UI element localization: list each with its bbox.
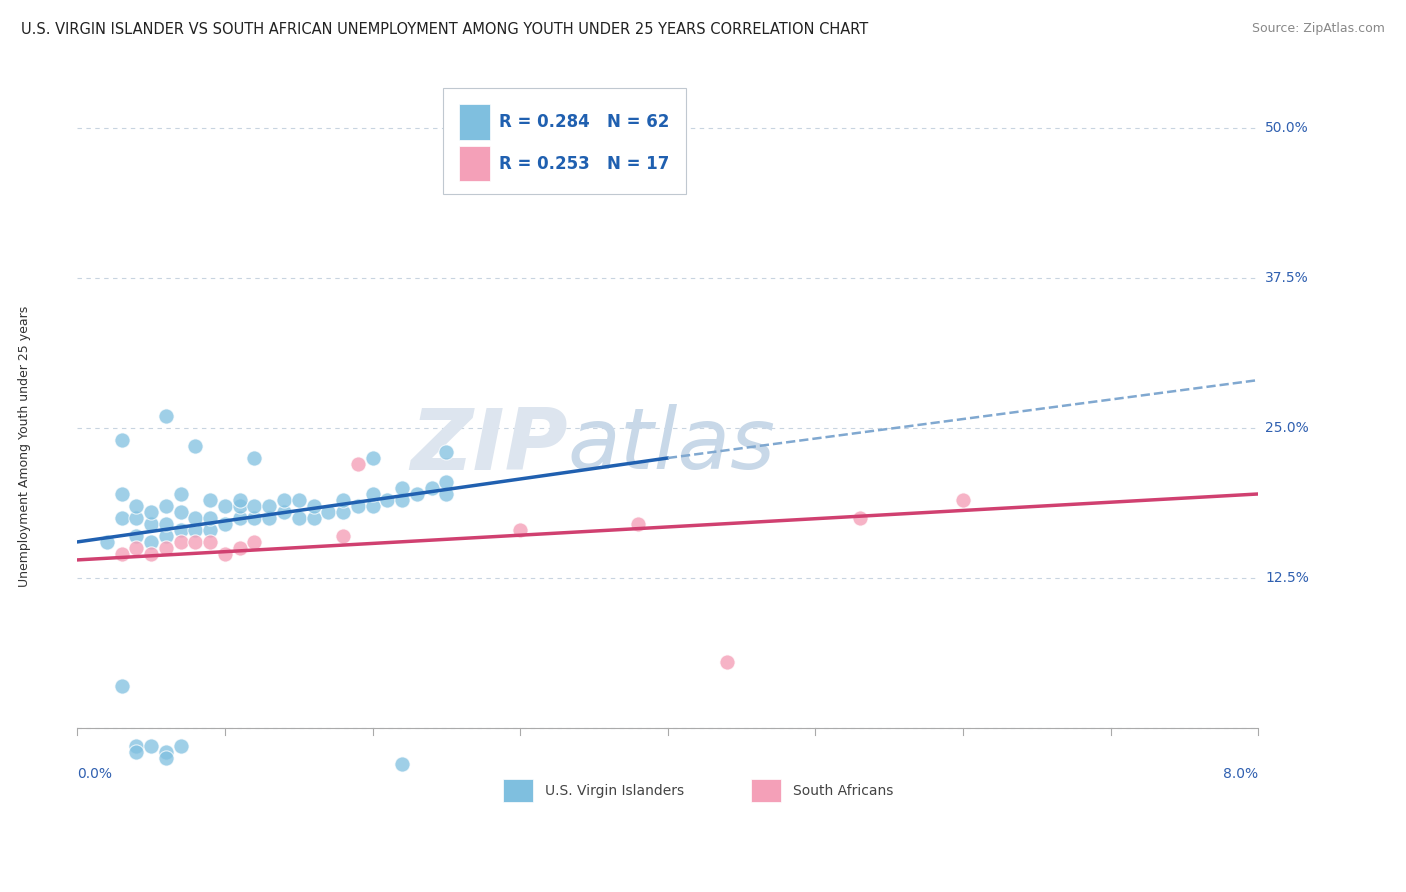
Point [184,535,207,549]
Point [96,535,118,549]
Point [125,739,148,753]
Point [228,511,252,525]
Point [391,756,413,771]
Point [420,481,443,495]
Text: R = 0.253   N = 17: R = 0.253 N = 17 [499,154,669,173]
Point [125,745,148,759]
Text: Source: ZipAtlas.com: Source: ZipAtlas.com [1251,22,1385,36]
Point [346,499,368,513]
FancyBboxPatch shape [458,104,489,139]
Point [200,492,222,507]
Point [332,529,354,543]
Point [259,511,281,525]
Point [111,511,132,525]
Point [111,487,132,501]
Point [141,739,163,753]
Point [509,523,531,537]
Point [391,492,413,507]
Point [288,511,311,525]
Point [125,499,148,513]
Point [200,535,222,549]
Text: 0.0%: 0.0% [77,766,112,780]
Point [155,541,177,555]
Text: 50.0%: 50.0% [1265,121,1309,136]
Point [228,541,252,555]
FancyBboxPatch shape [751,779,782,802]
Point [169,523,191,537]
Point [243,450,266,465]
Point [155,409,177,423]
Point [627,516,650,531]
Point [716,655,738,669]
Point [391,481,413,495]
Point [155,516,177,531]
Point [184,511,207,525]
Point [169,535,191,549]
Point [332,505,354,519]
Point [377,492,399,507]
FancyBboxPatch shape [443,87,686,194]
Point [228,492,252,507]
Point [155,499,177,513]
Point [111,679,132,693]
Point [111,433,132,447]
Text: U.S. VIRGIN ISLANDER VS SOUTH AFRICAN UNEMPLOYMENT AMONG YOUTH UNDER 25 YEARS CO: U.S. VIRGIN ISLANDER VS SOUTH AFRICAN UN… [21,22,869,37]
Text: R = 0.284   N = 62: R = 0.284 N = 62 [499,113,669,131]
Text: 12.5%: 12.5% [1265,571,1309,585]
Text: 25.0%: 25.0% [1265,421,1309,435]
Point [125,541,148,555]
Point [361,499,384,513]
Point [288,492,311,507]
Point [155,751,177,765]
Point [141,516,163,531]
Point [111,547,132,561]
Point [169,739,191,753]
Point [302,499,325,513]
Text: U.S. Virgin Islanders: U.S. Virgin Islanders [546,783,685,797]
Point [361,450,384,465]
Text: 37.5%: 37.5% [1265,271,1309,285]
Text: 8.0%: 8.0% [1223,766,1258,780]
Point [155,745,177,759]
Point [200,523,222,537]
Point [243,535,266,549]
Text: ZIP: ZIP [409,404,568,488]
Point [200,511,222,525]
FancyBboxPatch shape [458,146,489,181]
Point [273,505,295,519]
Point [243,511,266,525]
Text: Unemployment Among Youth under 25 years: Unemployment Among Youth under 25 years [18,305,31,587]
Point [184,439,207,453]
Point [436,475,458,489]
Point [436,487,458,501]
Point [332,492,354,507]
Point [214,499,236,513]
Point [228,499,252,513]
Point [141,535,163,549]
Point [406,487,429,501]
Point [169,505,191,519]
FancyBboxPatch shape [502,779,533,802]
Point [318,505,340,519]
Point [346,457,368,471]
Text: atlas: atlas [568,404,776,488]
Point [302,511,325,525]
Point [169,487,191,501]
Point [214,547,236,561]
Point [361,487,384,501]
Point [952,492,974,507]
Point [436,445,458,459]
Point [125,529,148,543]
Point [141,547,163,561]
Point [259,499,281,513]
Point [155,529,177,543]
Point [125,511,148,525]
Point [273,492,295,507]
Text: South Africans: South Africans [793,783,893,797]
Point [141,505,163,519]
Point [849,511,872,525]
Point [184,523,207,537]
Point [243,499,266,513]
Point [214,516,236,531]
